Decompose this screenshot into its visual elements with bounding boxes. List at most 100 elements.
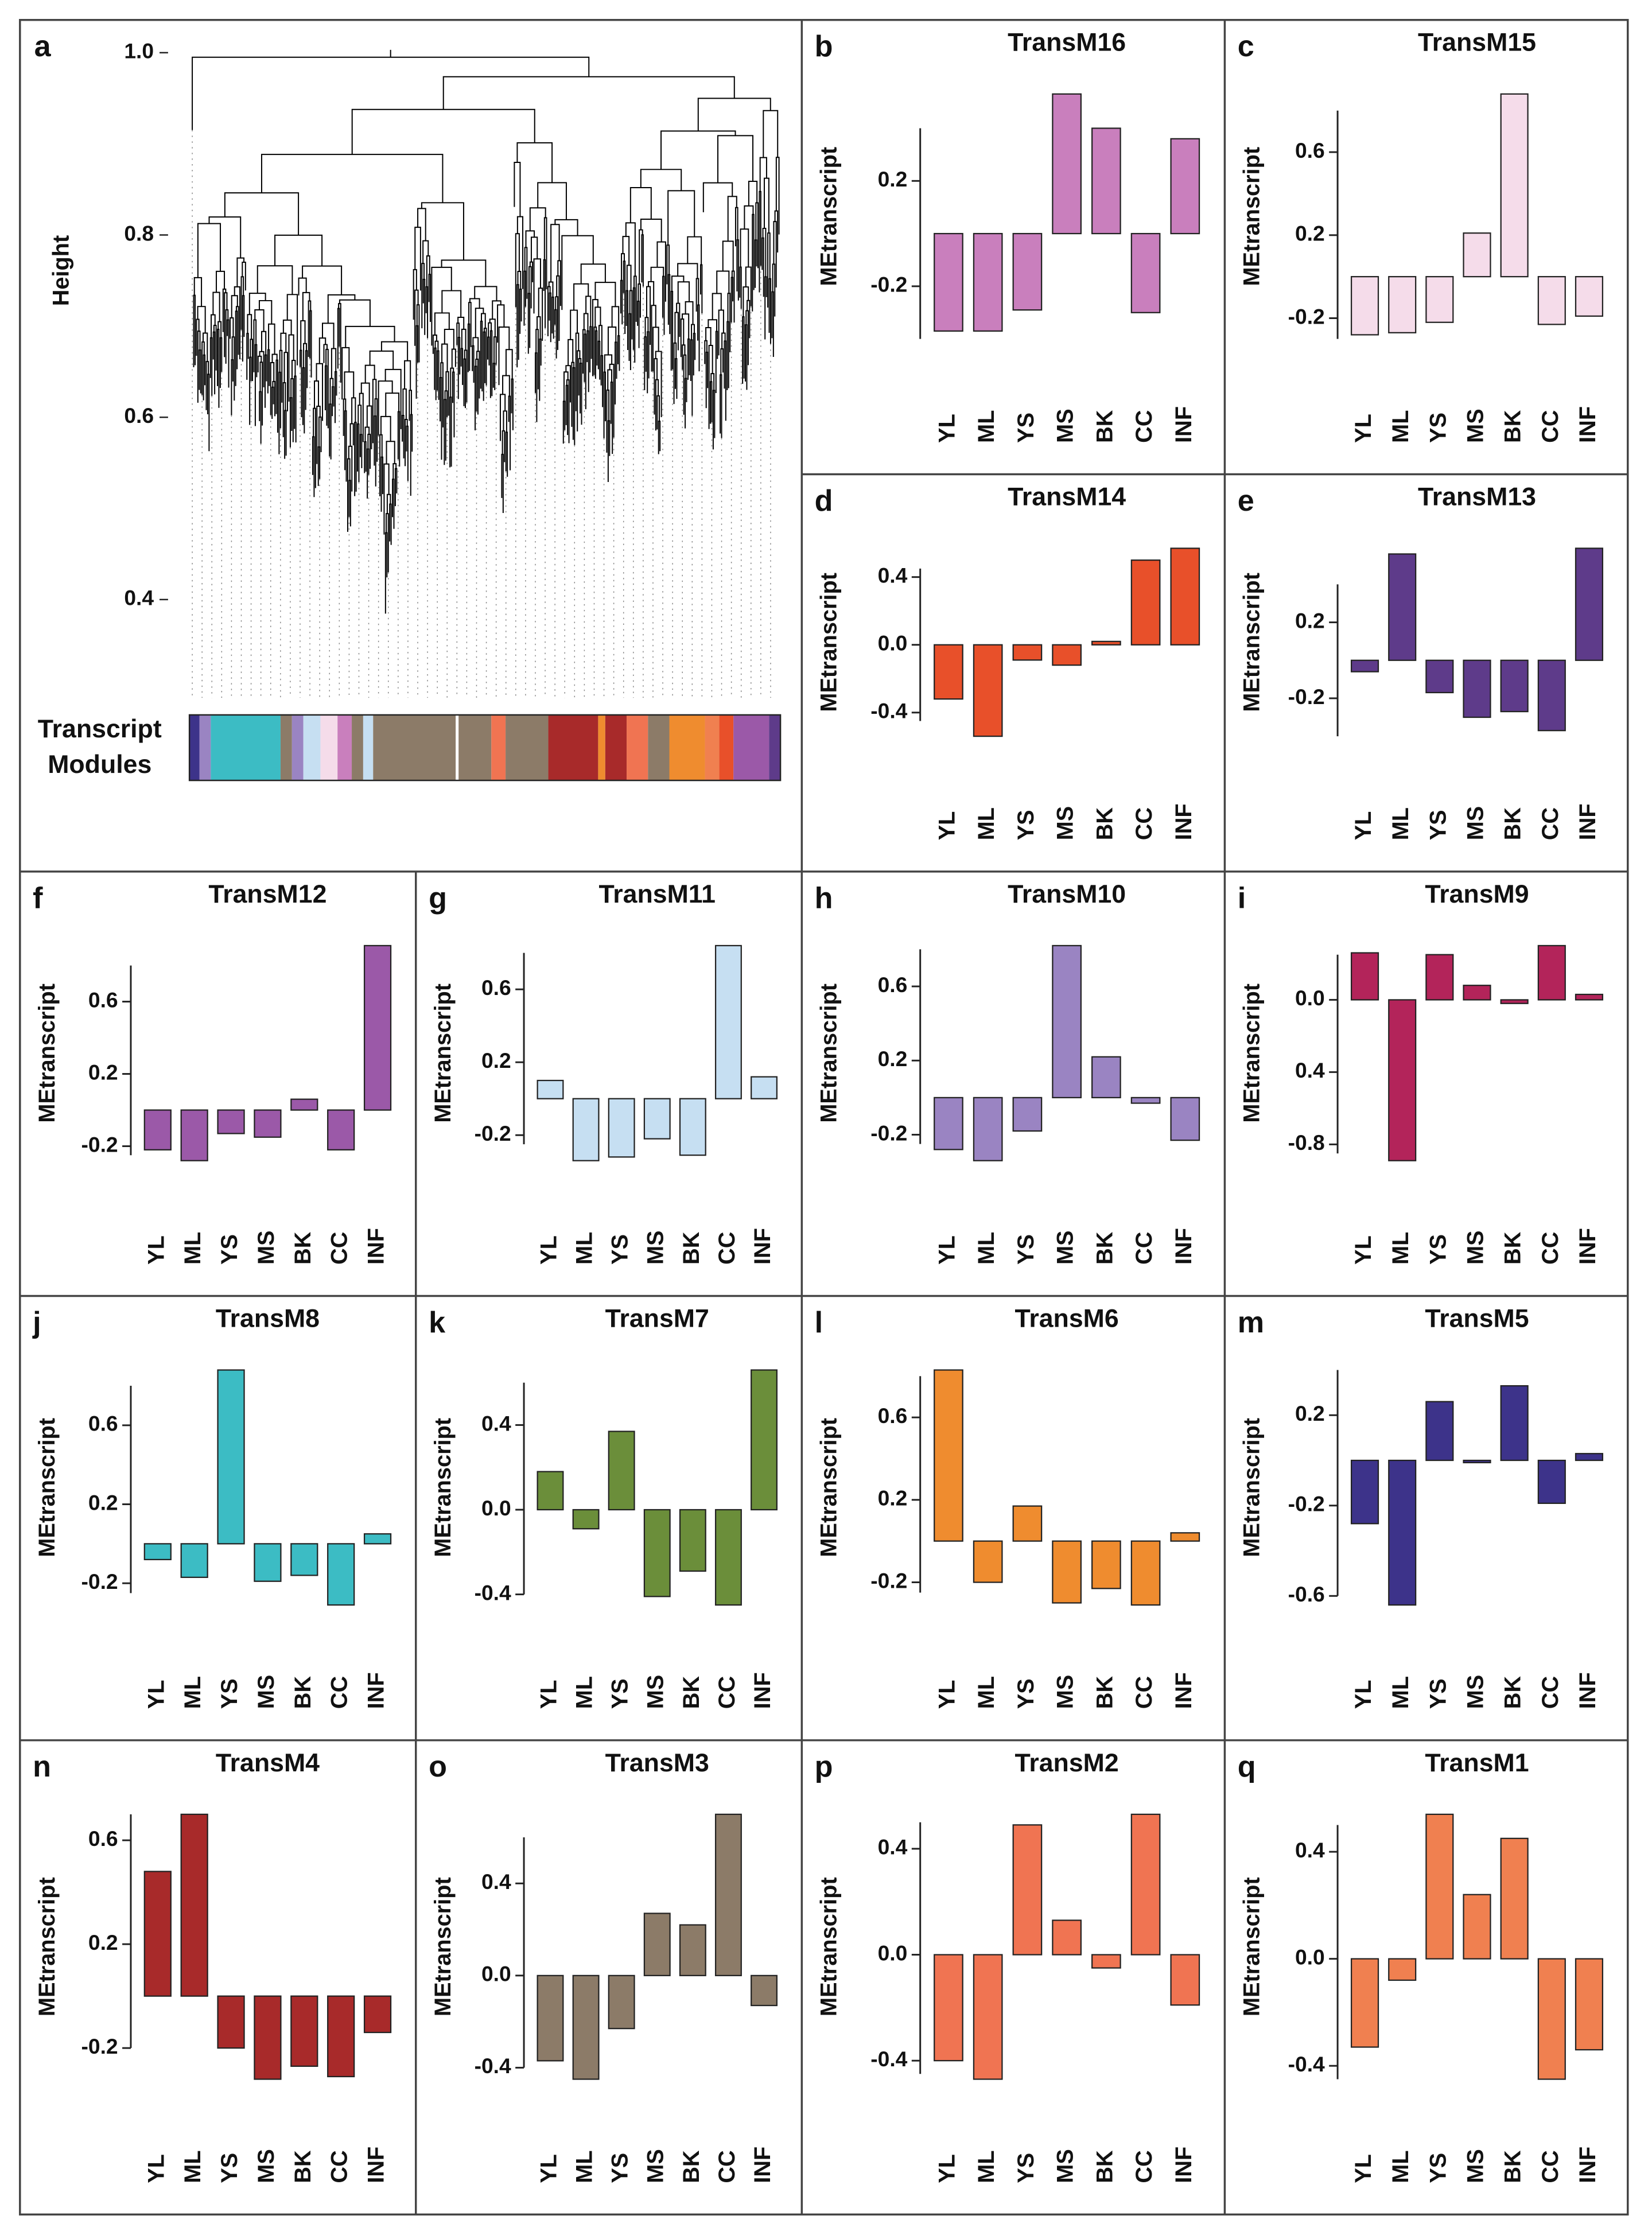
bar bbox=[1463, 1894, 1491, 1960]
y-tick-label: -0.4 bbox=[870, 2047, 907, 2071]
panel-letter: f bbox=[33, 881, 43, 915]
x-tick-label: YL bbox=[143, 1235, 169, 1265]
x-tick-label: CC bbox=[1132, 807, 1157, 840]
bar bbox=[572, 1974, 600, 2080]
module-segment bbox=[719, 714, 734, 781]
x-tick-label: BK bbox=[1501, 807, 1526, 841]
bar bbox=[143, 1109, 172, 1150]
x-tick-label: YS bbox=[217, 1678, 242, 1709]
x-tick-label: ML bbox=[1388, 2150, 1413, 2183]
bar bbox=[217, 1369, 245, 1545]
panel-title: TransM14 bbox=[1008, 483, 1126, 511]
x-tick-label: YS bbox=[608, 1234, 633, 1265]
y-tick-label: 0.4 bbox=[878, 563, 908, 588]
x-tick-label: ML bbox=[1388, 807, 1413, 840]
x-tick-label: YS bbox=[1425, 1234, 1451, 1265]
y-tick-label: 0.2 bbox=[1295, 1401, 1325, 1425]
bar bbox=[679, 1098, 706, 1156]
y-tick-label: 0.6 bbox=[481, 975, 511, 1000]
bar bbox=[1388, 553, 1417, 661]
bar bbox=[1012, 1824, 1043, 1956]
module-segment bbox=[291, 714, 304, 781]
x-tick-label: ML bbox=[1388, 410, 1413, 443]
x-tick-label: YS bbox=[1425, 413, 1451, 443]
x-tick-label: YL bbox=[536, 1235, 561, 1265]
bar bbox=[1170, 1532, 1200, 1542]
bar bbox=[1130, 232, 1161, 313]
x-tick-label: ML bbox=[572, 1232, 597, 1265]
x-tick-label: INF bbox=[1171, 803, 1196, 840]
x-tick-label: MS bbox=[1463, 806, 1488, 841]
y-tick-label: 0.6 bbox=[88, 1826, 118, 1851]
panel-frames bbox=[19, 19, 1629, 2215]
bar bbox=[1425, 954, 1454, 1001]
y-tick-label: -0.2 bbox=[81, 1132, 118, 1156]
bar bbox=[254, 1543, 282, 1582]
panel-letter: l bbox=[815, 1306, 823, 1339]
x-tick-label: YL bbox=[1351, 811, 1376, 841]
bar bbox=[1575, 276, 1604, 317]
panel-letter: n bbox=[33, 1750, 51, 1783]
bar bbox=[1170, 1097, 1200, 1141]
bar bbox=[1575, 993, 1604, 1001]
y-tick-label: 0.6 bbox=[1295, 138, 1325, 162]
y-tick-label: -0.2 bbox=[81, 2034, 118, 2058]
bar bbox=[751, 1076, 778, 1099]
bar bbox=[1350, 1459, 1379, 1525]
y-tick-label: 0.2 bbox=[878, 1486, 908, 1510]
bar bbox=[180, 1813, 208, 1997]
module-segment bbox=[320, 714, 338, 781]
y-tick-label: 0.0 bbox=[481, 1962, 511, 1986]
panel-letter: o bbox=[429, 1750, 447, 1783]
x-tick-label: MS bbox=[1463, 1675, 1488, 1709]
y-tick-label: -0.8 bbox=[1288, 1130, 1325, 1155]
module-segment bbox=[506, 714, 549, 781]
bar bbox=[363, 1533, 392, 1545]
x-tick-label: ML bbox=[180, 2150, 205, 2183]
panel-title: TransM11 bbox=[598, 880, 716, 908]
bar bbox=[1350, 659, 1379, 673]
x-tick-label: BK bbox=[679, 1231, 704, 1265]
y-axis-label: MEtranscript bbox=[34, 984, 60, 1123]
bar bbox=[1091, 1954, 1121, 1969]
bar bbox=[1130, 1813, 1161, 1956]
y-tick-label: 0.0 bbox=[1295, 986, 1325, 1010]
panel-letter: d bbox=[815, 484, 833, 518]
x-tick-label: YL bbox=[934, 2154, 959, 2183]
x-tick-label: YS bbox=[1013, 1234, 1039, 1265]
panel-letter: c bbox=[1238, 30, 1254, 63]
bar bbox=[714, 944, 742, 1099]
bar bbox=[1091, 1056, 1121, 1098]
bar bbox=[1388, 1459, 1417, 1606]
x-tick-label: BK bbox=[1501, 1676, 1526, 1709]
x-tick-label: CC bbox=[1538, 1232, 1563, 1265]
x-tick-label: YL bbox=[1351, 2154, 1376, 2183]
y-axis-label: MEtranscript bbox=[1239, 1877, 1265, 2016]
panel-title: TransM7 bbox=[605, 1304, 709, 1332]
x-tick-label: CC bbox=[714, 1676, 740, 1709]
bar bbox=[1463, 1459, 1491, 1464]
panel-letter: m bbox=[1238, 1306, 1264, 1339]
module-segment bbox=[363, 714, 374, 781]
bar bbox=[1500, 93, 1529, 278]
x-tick-label: YS bbox=[1013, 413, 1039, 443]
y-tick-label: 0.6 bbox=[88, 1412, 118, 1436]
panel-title: TransM13 bbox=[1418, 483, 1536, 511]
bar bbox=[1130, 1540, 1161, 1606]
y-tick-label: 0.2 bbox=[878, 1047, 908, 1071]
y-axis-label: MEtranscript bbox=[816, 1877, 841, 2016]
x-tick-label: BK bbox=[290, 1231, 316, 1265]
y-tick-label: -0.4 bbox=[870, 699, 907, 723]
module-segment bbox=[199, 714, 211, 781]
bar bbox=[290, 1995, 318, 2067]
x-tick-label: YS bbox=[1013, 1678, 1039, 1709]
bar bbox=[537, 1471, 564, 1511]
y-tick-label: -0.2 bbox=[870, 1121, 907, 1145]
y-tick-label: 0.8 bbox=[124, 221, 154, 245]
bar bbox=[1500, 1385, 1529, 1462]
x-tick-label: ML bbox=[974, 1232, 999, 1265]
x-tick-label: INF bbox=[1575, 1228, 1600, 1265]
x-tick-label: INF bbox=[1575, 803, 1600, 840]
panel-title: TransM1 bbox=[1425, 1749, 1529, 1777]
bar bbox=[1537, 1958, 1566, 2080]
